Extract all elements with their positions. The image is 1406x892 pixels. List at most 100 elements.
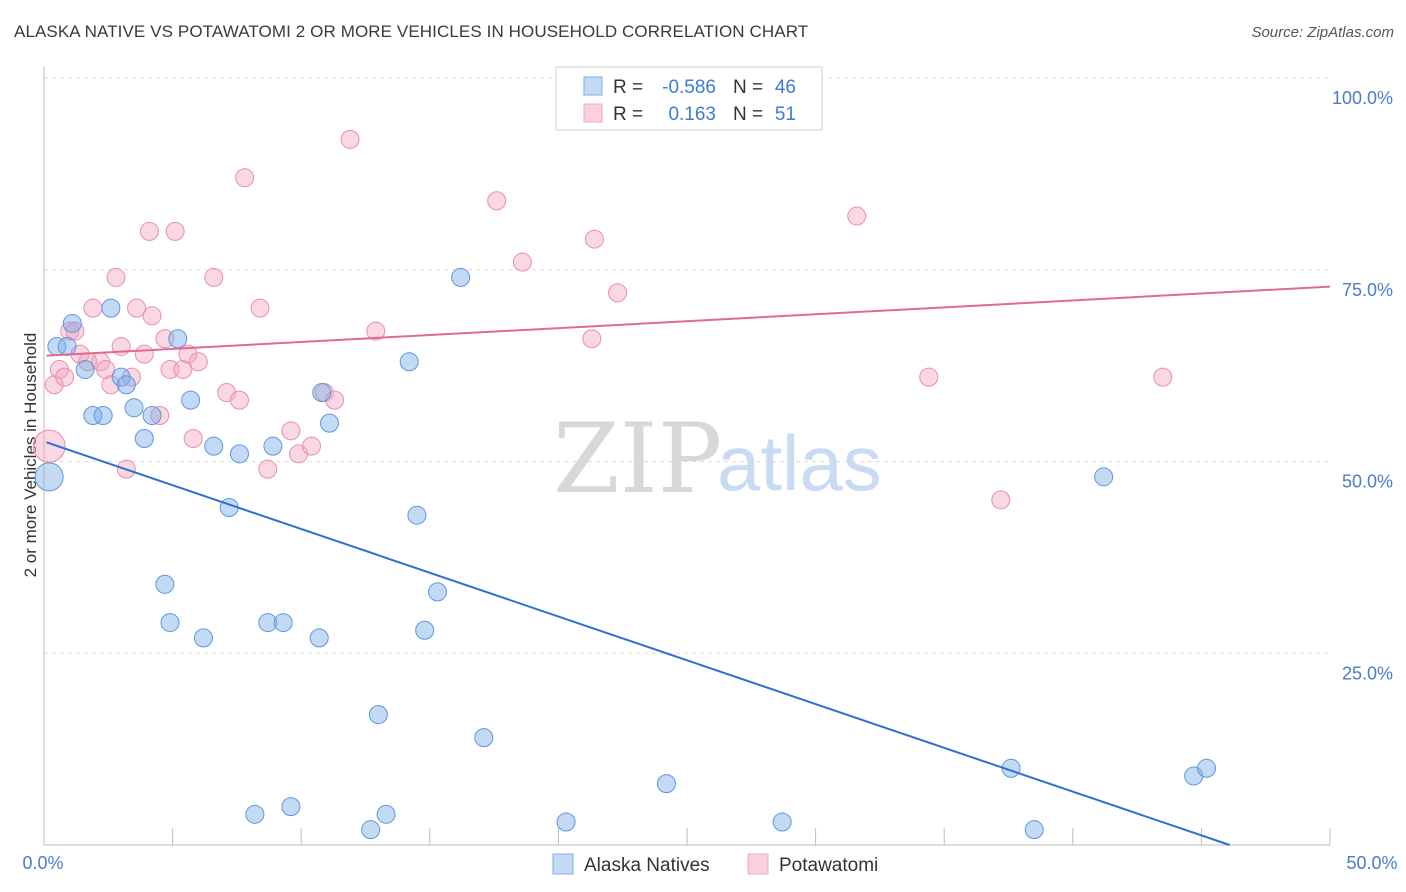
potawatomi-point — [32, 429, 66, 463]
alaska-natives-point — [101, 298, 121, 318]
legend-swatch-alaska — [552, 853, 574, 875]
alaska-natives-point — [273, 613, 293, 633]
potawatomi-point — [301, 436, 321, 456]
potawatomi-point — [127, 298, 147, 318]
alaska-natives-point — [309, 628, 329, 648]
alaska-natives-point — [376, 804, 396, 824]
stats-n-label-potawatomi: N = — [733, 104, 763, 125]
alaska-natives-point — [1024, 820, 1044, 840]
chart-title: ALASKA NATIVE VS POTAWATOMI 2 OR MORE VE… — [14, 22, 809, 41]
x-tick-label-min: 0.0% — [22, 853, 63, 873]
alaska-natives-point — [57, 336, 77, 356]
potawatomi-point — [183, 428, 203, 448]
trend-lines — [46, 285, 1331, 846]
potawatomi-point — [250, 298, 270, 318]
alaska-natives-point — [1197, 758, 1217, 778]
stats-swatch-potawatomi — [583, 103, 603, 123]
series-legend: Alaska Natives Potawatomi — [552, 853, 878, 876]
alaska-natives-point — [245, 804, 265, 824]
stats-legend: R = -0.586 N = 46 R = 0.163 N = 51 — [555, 66, 823, 131]
y-axis-label: 2 or more Vehicles in Household — [21, 333, 40, 578]
y-tick-label: 75.0% — [1342, 280, 1393, 300]
alaska-natives-point — [399, 352, 419, 372]
alaska-natives-point — [556, 812, 576, 832]
potawatomi-point — [258, 459, 278, 479]
alaska-natives-point — [263, 436, 283, 456]
alaska-natives-point — [134, 428, 154, 448]
potawatomi-point — [134, 344, 154, 364]
alaska-natives-point — [407, 505, 427, 525]
alaska-natives-point — [160, 613, 180, 633]
alaska-natives-point — [204, 436, 224, 456]
potawatomi-point — [584, 229, 604, 249]
potawatomi-point — [1153, 367, 1173, 387]
x-tick-label-max: 50.0% — [1346, 853, 1397, 873]
potawatomi-point — [142, 306, 162, 326]
y-tick-labels: 25.0% 50.0% 75.0% 100.0% — [1332, 88, 1393, 683]
stats-r-label-alaska: R = — [613, 77, 643, 98]
potawatomi-point — [60, 321, 80, 341]
potawatomi-point — [150, 405, 170, 425]
potawatomi-point — [608, 283, 628, 303]
potawatomi-point — [229, 390, 249, 410]
alaska-natives-point — [34, 462, 64, 492]
y-tick-label: 25.0% — [1342, 663, 1393, 683]
potawatomi-point — [96, 359, 116, 379]
stats-swatch-alaska — [583, 76, 603, 96]
alaska-natives-point — [142, 405, 162, 425]
alaska-natives-point — [428, 582, 448, 602]
alaska-natives-point — [75, 359, 95, 379]
potawatomi-points — [32, 68, 1173, 510]
legend-label-alaska: Alaska Natives — [584, 855, 710, 876]
potawatomi-point — [101, 375, 121, 395]
alaska-natives-point — [451, 267, 471, 287]
potawatomi-point — [178, 344, 198, 364]
potawatomi-point — [235, 168, 255, 188]
stats-n-value-potawatomi: 51 — [775, 104, 796, 125]
stats-r-value-potawatomi: 0.163 — [668, 104, 716, 125]
gridlines — [44, 77, 1330, 654]
potawatomi-point — [281, 421, 301, 441]
alaska-natives-trend-line — [46, 441, 1231, 846]
stats-r-value-alaska: -0.586 — [662, 77, 716, 98]
alaska-natives-point — [368, 705, 388, 725]
alaska-natives-point — [1094, 467, 1114, 487]
potawatomi-point — [847, 206, 867, 226]
potawatomi-point — [487, 191, 507, 211]
potawatomi-point — [44, 375, 64, 395]
alaska-natives-point — [93, 405, 113, 425]
potawatomi-point — [366, 321, 386, 341]
alaska-natives-point — [62, 313, 82, 333]
stats-r-label-potawatomi: R = — [613, 104, 643, 125]
y-tick-label: 100.0% — [1332, 88, 1393, 108]
alaska-natives-point — [116, 375, 136, 395]
potawatomi-point — [55, 367, 75, 387]
alaska-natives-point — [415, 620, 435, 640]
potawatomi-point — [512, 252, 532, 272]
alaska-natives-point — [155, 574, 175, 594]
potawatomi-point — [991, 490, 1011, 510]
alaska-natives-point — [258, 613, 278, 633]
potawatomi-point — [188, 352, 208, 372]
alaska-natives-point — [168, 329, 188, 349]
alaska-natives-point — [656, 774, 676, 794]
potawatomi-point — [204, 267, 224, 287]
alaska-natives-point — [229, 444, 249, 464]
potawatomi-point — [340, 129, 360, 149]
alaska-natives-point — [361, 820, 381, 840]
potawatomi-point — [173, 359, 193, 379]
alaska-natives-point — [181, 390, 201, 410]
potawatomi-trend-line — [46, 285, 1331, 357]
alaska-natives-point — [312, 382, 332, 402]
stats-n-label-alaska: N = — [733, 77, 763, 98]
x-axis-ticks — [43, 828, 1331, 845]
alaska-natives-point — [474, 728, 494, 748]
potawatomi-point — [65, 321, 85, 341]
stats-n-value-alaska: 46 — [775, 77, 796, 98]
y-tick-label: 50.0% — [1342, 472, 1393, 492]
potawatomi-point — [582, 329, 602, 349]
legend-label-potawatomi: Potawatomi — [779, 855, 878, 876]
alaska-natives-point — [124, 398, 144, 418]
potawatomi-point — [83, 298, 103, 318]
